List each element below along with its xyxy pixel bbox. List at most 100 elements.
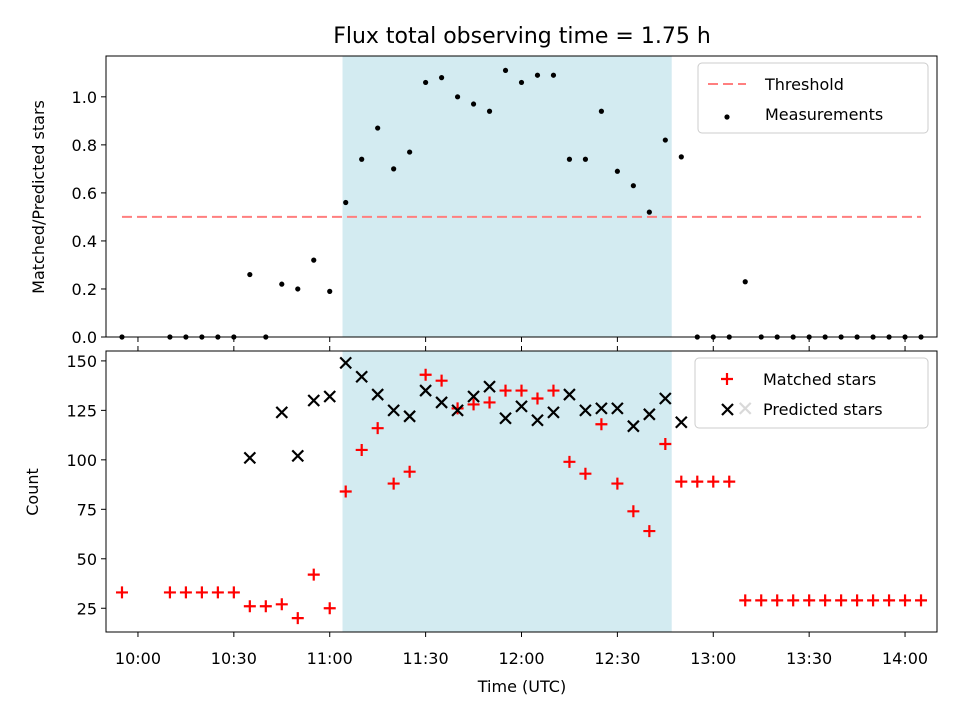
measurement-point <box>454 94 461 100</box>
matched-star-point <box>467 398 480 411</box>
matched-star-point <box>643 525 656 538</box>
x-tick-label: 14:00 <box>882 649 928 668</box>
matched-star-point <box>563 455 576 468</box>
predicted-star-point <box>387 404 400 417</box>
top-y-axis-label: Matched/Predicted stars <box>29 100 48 294</box>
matched-star-point <box>403 465 416 478</box>
measurement-point <box>678 154 684 160</box>
top-legend-box <box>697 62 929 134</box>
x-tick-label: 11:30 <box>403 649 449 668</box>
matched-star-point <box>179 586 192 599</box>
measurement-point <box>391 166 397 172</box>
predicted-star-point <box>467 390 480 403</box>
matched-star-point <box>243 600 256 613</box>
predicted-star-point <box>627 419 640 433</box>
top-x-ticks <box>137 337 906 342</box>
measurement-point <box>311 257 317 263</box>
matched-star-point <box>371 422 384 435</box>
predicted-star-point <box>355 370 368 384</box>
measurement-point <box>742 279 748 285</box>
matched-star-point <box>531 392 544 405</box>
matched-star-point <box>803 594 816 607</box>
matched-star-point <box>739 594 752 607</box>
measurement-point <box>423 79 429 86</box>
matched-star-point <box>851 594 864 607</box>
measurement-point <box>518 79 525 86</box>
measurement-point <box>550 72 557 78</box>
matched-star-point <box>515 384 528 397</box>
predicted-star-point <box>243 451 257 465</box>
measurement-point <box>582 156 589 162</box>
top-shaded-span <box>342 56 672 337</box>
measurement-point <box>662 137 668 143</box>
top-y-tick-label: 0.0 <box>72 328 97 347</box>
matched-star-point <box>579 467 592 480</box>
measurement-point <box>295 286 301 292</box>
matched-star-point <box>499 384 512 397</box>
predicted-star-point <box>403 410 416 423</box>
x-axis-label: Time (UTC) <box>477 677 566 696</box>
measurement-point <box>598 108 605 114</box>
predicted-star-point <box>435 396 448 409</box>
matched-star-point <box>771 594 784 607</box>
chart-title: Flux total observing time = 1.75 h <box>333 24 711 49</box>
measurement-point <box>534 72 541 78</box>
matched-star-point <box>755 594 768 607</box>
bottom-y-axis: 25 50 75 100 125 150 <box>66 352 106 618</box>
legend-measurements-swatch <box>724 114 730 120</box>
top-y-tick-label: 0.6 <box>72 184 97 203</box>
matched-star-point <box>451 402 464 415</box>
legend-predicted-swatch <box>721 403 734 416</box>
measurement-point <box>279 281 285 287</box>
matched-star-point <box>387 477 400 490</box>
matched-star-point <box>163 586 176 599</box>
matched-star-point <box>435 374 448 387</box>
matched-star-point <box>595 418 608 431</box>
predicted-star-point <box>371 388 384 401</box>
bottom-y-tick-label: 25 <box>77 599 97 618</box>
predicted-star-point <box>579 404 592 417</box>
matched-star-point <box>307 568 320 581</box>
legend-matched-swatch <box>721 373 733 385</box>
matched-star-point <box>915 594 928 607</box>
matched-star-point <box>195 586 208 599</box>
x-tick-label: 12:30 <box>594 649 640 668</box>
matched-star-point <box>259 600 272 613</box>
predicted-star-point <box>611 402 624 415</box>
predicted-star-point <box>339 356 352 370</box>
measurement-point <box>502 67 509 74</box>
bottom-legend: Matched stars Predicted stars <box>694 357 929 429</box>
x-tick-label: 11:00 <box>307 649 353 668</box>
matched-star-point <box>691 475 704 488</box>
measurement-point <box>630 183 636 189</box>
matched-star-point <box>419 368 432 381</box>
predicted-star-point <box>323 390 337 403</box>
bottom-y-tick-label: 150 <box>66 352 97 371</box>
matched-star-point <box>547 384 560 397</box>
matched-star-point <box>627 505 640 518</box>
matched-star-point <box>355 443 368 456</box>
x-tick-label: 10:30 <box>211 649 257 668</box>
top-y-tick-label: 0.8 <box>72 136 97 155</box>
count-points <box>115 356 928 625</box>
matched-star-point <box>115 586 128 599</box>
bottom-axes-frame <box>105 350 938 633</box>
matched-star-point <box>227 586 240 599</box>
bottom-legend-box <box>694 357 929 429</box>
legend-matched-label: Matched stars <box>763 370 876 389</box>
matched-star-point <box>835 594 848 607</box>
matched-star-point <box>291 612 304 625</box>
matched-star-point <box>675 475 688 488</box>
predicted-star-point <box>675 415 688 429</box>
x-tick-label: 13:00 <box>690 649 736 668</box>
predicted-star-point <box>291 449 305 463</box>
predicted-star-point <box>643 408 656 421</box>
matched-star-point <box>787 594 800 607</box>
legend-threshold-label: Threshold <box>764 75 844 94</box>
matched-star-point <box>819 594 832 607</box>
x-tick-label: 10:00 <box>115 649 161 668</box>
legend-measurements-label: Measurements <box>765 105 883 124</box>
measurement-point <box>566 156 573 162</box>
top-panel: 0.0 0.2 0.4 0.6 0.8 1.0 Matched/Predicted sta… <box>29 55 938 347</box>
